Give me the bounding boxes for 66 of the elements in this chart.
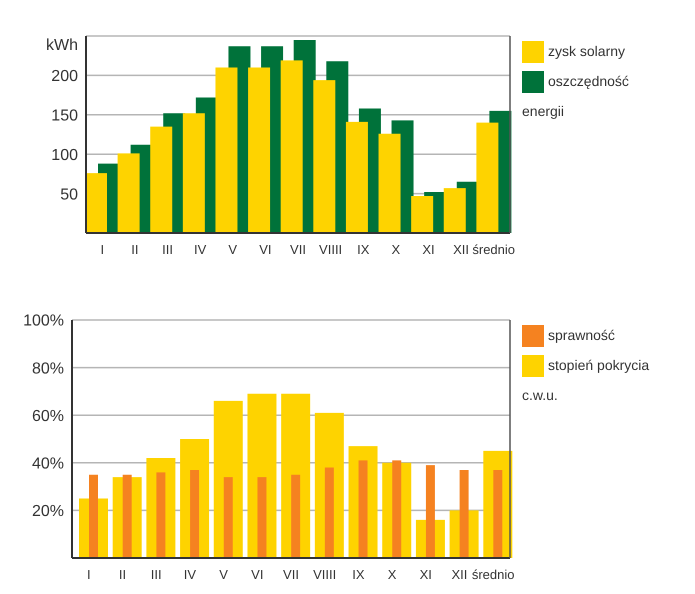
x-tick-label: IV	[194, 242, 207, 258]
x-tick-label: III	[150, 567, 162, 582]
x-tick-label: V	[228, 242, 238, 258]
x-tick-label: VIIII	[319, 242, 342, 258]
bar	[150, 126, 172, 233]
bar	[426, 465, 435, 558]
x-tick-label: VI	[251, 567, 264, 582]
bar	[89, 474, 98, 558]
bar	[460, 470, 469, 558]
x-tick-label: I	[87, 567, 91, 582]
y-tick-label: 100	[51, 146, 78, 164]
legend-label: oszczędność energii	[522, 73, 629, 119]
x-tick-label: IX	[352, 567, 365, 582]
x-tick-label: II	[118, 567, 126, 582]
x-tick-label: XII	[452, 567, 468, 582]
y-tick-label: 80%	[32, 360, 64, 378]
x-tick-label: V	[219, 567, 228, 582]
x-tick-label: średnio	[472, 242, 516, 258]
y-tick-label: 200	[51, 68, 78, 86]
x-tick-label: IV	[184, 567, 196, 582]
y-tick-label: 20%	[32, 503, 64, 520]
bar	[392, 460, 402, 558]
bar	[476, 122, 498, 233]
x-tick-label: I	[100, 242, 104, 258]
x-tick-label: VI	[259, 242, 272, 258]
legend-label: sprawność	[548, 327, 615, 343]
y-tick-label: 40%	[32, 455, 64, 472]
y-tick-label: 50	[60, 186, 78, 204]
bar	[313, 80, 336, 233]
bar	[224, 477, 233, 558]
bar	[85, 173, 107, 233]
bar	[358, 460, 368, 558]
bar	[156, 472, 166, 558]
legend-label: zysk solarny	[548, 43, 626, 59]
x-tick-label: średnio	[472, 567, 514, 582]
y-tick-label: 100%	[23, 312, 64, 330]
y-axis-title: kWh	[46, 37, 78, 54]
bar	[280, 60, 303, 233]
y-tick-label: 60%	[32, 408, 64, 425]
bar	[444, 188, 466, 233]
bar	[291, 474, 300, 558]
bar	[346, 122, 368, 233]
x-tick-label: X	[392, 242, 401, 258]
legend-label: stopień pokrycia c.w.u.	[522, 357, 650, 403]
x-tick-label: VIIII	[313, 567, 336, 582]
bar	[248, 68, 270, 233]
x-tick-label: XI	[422, 242, 435, 258]
bar	[122, 474, 132, 558]
bar	[182, 113, 205, 233]
x-tick-label: X	[388, 567, 397, 582]
bar	[411, 196, 434, 233]
x-tick-label: IX	[357, 242, 370, 258]
bar	[190, 470, 200, 558]
x-tick-label: II	[131, 242, 139, 258]
bar	[257, 477, 266, 558]
bar	[324, 468, 334, 558]
x-tick-label: III	[162, 242, 173, 258]
x-tick-label: XI	[420, 567, 432, 582]
x-tick-label: VII	[290, 242, 306, 258]
x-tick-label: VII	[283, 567, 299, 582]
bar	[118, 153, 140, 233]
bar	[493, 470, 502, 558]
x-tick-label: XII	[453, 242, 470, 258]
bar	[215, 68, 238, 233]
bar	[378, 134, 401, 233]
y-tick-label: 150	[51, 107, 78, 124]
